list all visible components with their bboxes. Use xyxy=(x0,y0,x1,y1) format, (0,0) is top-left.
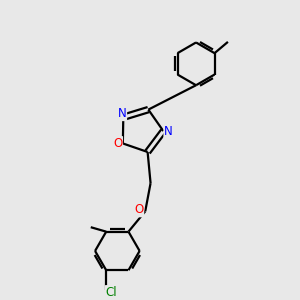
Text: O: O xyxy=(113,137,122,150)
Text: N: N xyxy=(117,107,126,120)
Text: N: N xyxy=(164,124,173,138)
Text: Cl: Cl xyxy=(106,286,117,299)
Text: O: O xyxy=(134,203,143,216)
